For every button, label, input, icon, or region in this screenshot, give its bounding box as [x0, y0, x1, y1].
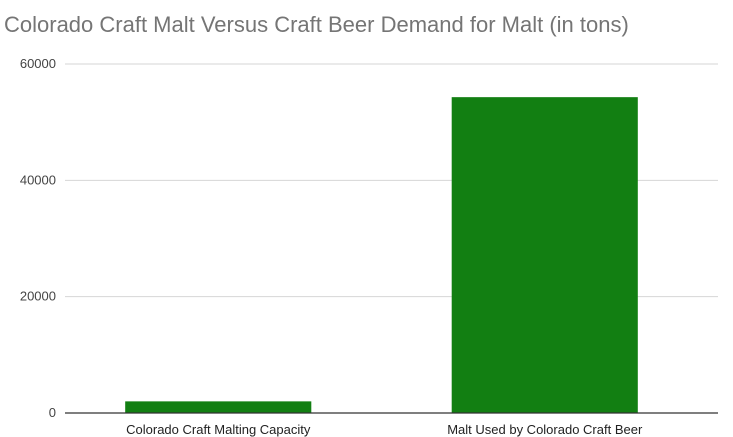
bar — [451, 97, 638, 413]
x-category-label: Malt Used by Colorado Craft Beer — [447, 422, 643, 437]
y-tick-label: 40000 — [20, 172, 56, 187]
y-tick-label: 0 — [49, 405, 56, 420]
y-tick-label: 60000 — [20, 56, 56, 71]
x-category-label: Colorado Craft Malting Capacity — [126, 422, 311, 437]
axes: 0 20000 40000 60000 Colorado Craft Malting C… — [20, 56, 718, 437]
bars — [125, 97, 638, 413]
y-tick-label: 20000 — [20, 289, 56, 304]
chart-title: Colorado Craft Malt Versus Craft Beer De… — [4, 12, 629, 37]
bar — [125, 401, 312, 413]
